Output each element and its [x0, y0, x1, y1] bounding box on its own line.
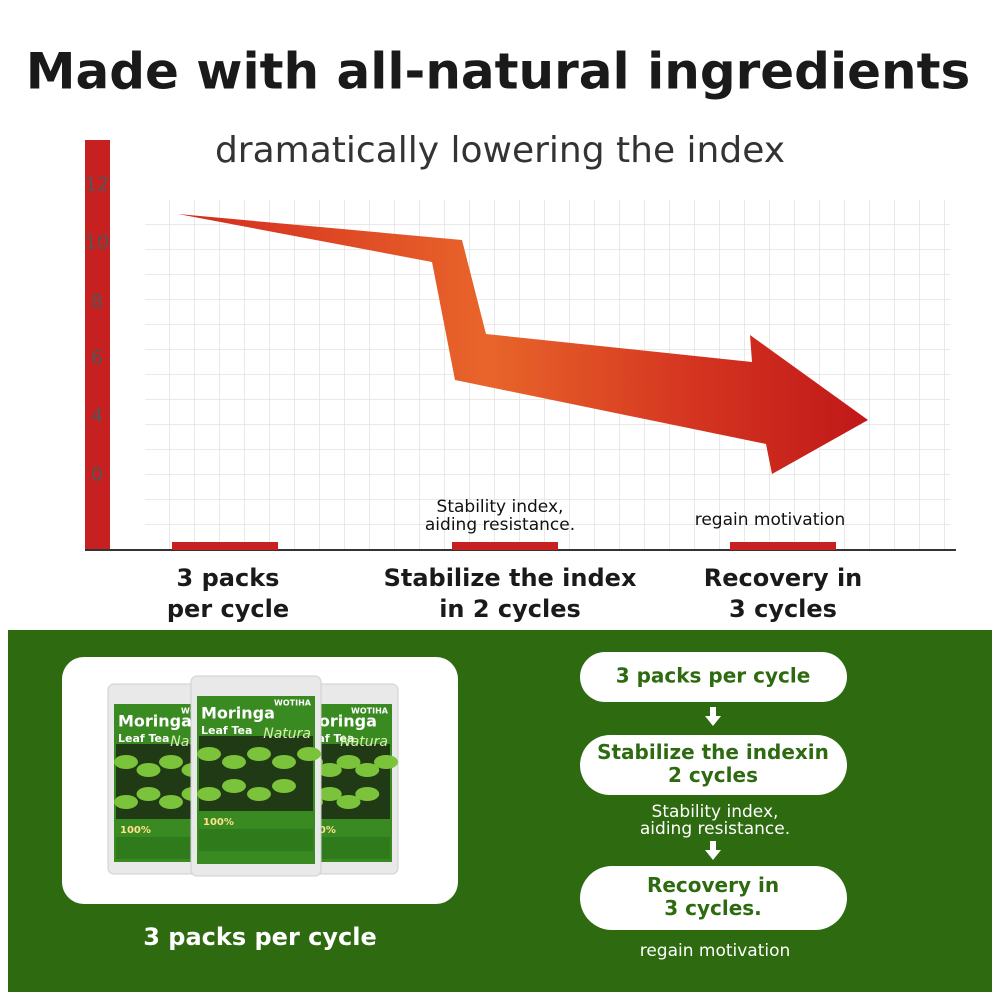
pouch-brand: WOTIHA	[351, 707, 389, 716]
pouch-script: Natura	[263, 726, 311, 742]
leaf	[159, 795, 183, 809]
leaf	[197, 747, 221, 761]
pouch-footer	[197, 864, 315, 866]
leaf	[247, 747, 271, 761]
flow-step-label: Stabilize the indexin	[597, 740, 829, 764]
leaf	[355, 787, 380, 801]
leaf	[222, 755, 246, 769]
y-label: 12	[85, 174, 109, 196]
flow-step-label: 3 packs per cycle	[616, 664, 811, 688]
flow-arrow-head	[705, 850, 721, 860]
leaf	[317, 787, 342, 801]
pouch-badge: 100%	[120, 825, 151, 836]
annotation: Stability index,	[437, 497, 564, 517]
leaf	[159, 755, 183, 769]
flow-arrow-shaft	[710, 707, 716, 716]
flow-step-label: 3 cycles.	[664, 896, 762, 920]
flow-arrow-head	[705, 716, 721, 726]
annotation: aiding resistance.	[425, 515, 575, 535]
leaf	[272, 779, 296, 793]
leaf	[317, 763, 342, 777]
pouch-footer	[299, 862, 392, 864]
flow-note: Stability index,	[652, 802, 779, 822]
leaf	[222, 779, 246, 793]
leaf	[336, 755, 361, 769]
pouch-badge: 100%	[203, 817, 234, 828]
stage-label: Recovery in	[704, 564, 863, 592]
flow-step-label: Recovery in	[647, 873, 779, 897]
flow-step	[580, 866, 847, 930]
leaf	[272, 755, 296, 769]
y-axis-bar	[85, 140, 110, 550]
leaf	[355, 763, 380, 777]
pouch-kind: Leaf Tea	[201, 724, 252, 737]
pouch-script: Natura	[340, 734, 388, 750]
stage-label: in 2 cycles	[439, 595, 581, 623]
pouch-brand: WOTIHA	[274, 699, 312, 708]
flow-step	[580, 735, 847, 795]
flow-note: regain motivation	[640, 941, 791, 961]
subtitle: dramatically lowering the index	[215, 130, 785, 171]
y-label: 6	[91, 347, 103, 369]
stage-label: 3 cycles	[729, 595, 837, 623]
pouch-name: Moringa	[201, 704, 275, 723]
y-label: 8	[91, 291, 103, 313]
pouch-info	[199, 829, 313, 851]
leaf	[136, 763, 161, 777]
pouch-info	[301, 837, 390, 859]
flow-step-label: 2 cycles	[668, 763, 758, 787]
leaf	[374, 755, 398, 769]
title: Made with all-natural ingredients	[26, 43, 971, 101]
flow-note: aiding resistance.	[640, 819, 790, 839]
stage-bar	[172, 542, 278, 550]
leaf	[136, 787, 161, 801]
leaf	[247, 787, 271, 801]
pouch-kind: Leaf Tea	[118, 732, 169, 745]
pouch-footer	[114, 862, 222, 864]
stage-label: 3 packs	[177, 564, 280, 592]
stage-label: Stabilize the index	[384, 564, 637, 592]
trend-arrow	[178, 214, 868, 474]
stage-bar	[730, 542, 836, 550]
product-caption: 3 packs per cycle	[143, 923, 377, 951]
leaf	[114, 755, 138, 769]
leaf	[197, 787, 221, 801]
flow-step	[580, 652, 847, 702]
flow-arrow-shaft	[710, 841, 716, 850]
leaf	[297, 747, 321, 761]
leaf	[336, 795, 361, 809]
y-label: 10	[85, 232, 109, 254]
annotation: regain motivation	[695, 510, 846, 530]
y-label: 4	[91, 405, 103, 427]
leaf	[114, 795, 138, 809]
pouch-name: Moringa	[118, 712, 192, 731]
stage-bar	[452, 542, 558, 550]
stage-label: per cycle	[167, 595, 289, 623]
y-label: 0	[91, 464, 103, 486]
